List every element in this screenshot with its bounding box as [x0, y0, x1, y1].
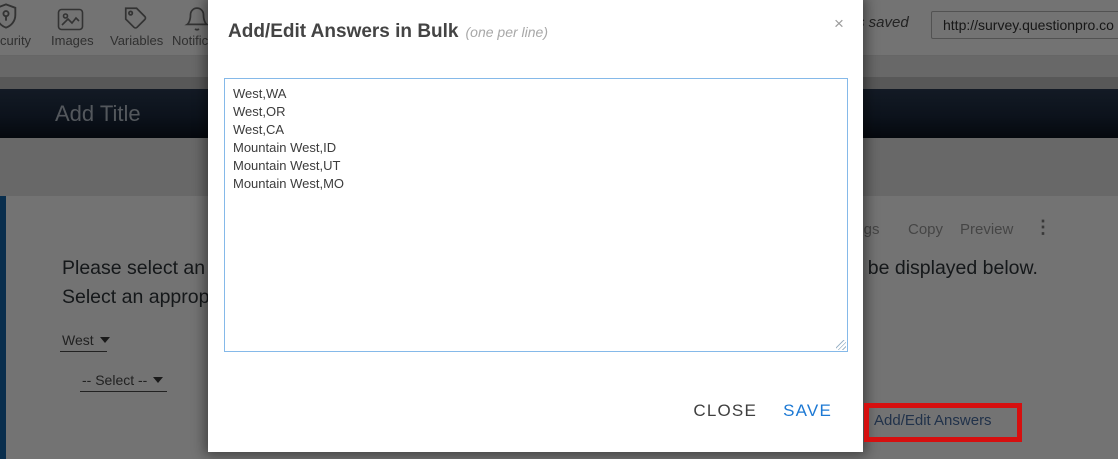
save-button[interactable]: SAVE: [783, 401, 832, 420]
modal-header: Add/Edit Answers in Bulk (one per line): [228, 21, 548, 43]
modal-subtitle: (one per line): [465, 24, 549, 40]
close-icon[interactable]: ×: [829, 14, 849, 34]
annotation-highlight-box: [864, 403, 1022, 442]
bulk-answers-modal: Add/Edit Answers in Bulk (one per line) ×…: [208, 0, 863, 452]
modal-title: Add/Edit Answers in Bulk: [228, 21, 459, 42]
bulk-answers-textarea[interactable]: West,WA West,OR West,CA Mountain West,ID…: [224, 78, 848, 352]
close-button[interactable]: CLOSE: [693, 401, 757, 420]
